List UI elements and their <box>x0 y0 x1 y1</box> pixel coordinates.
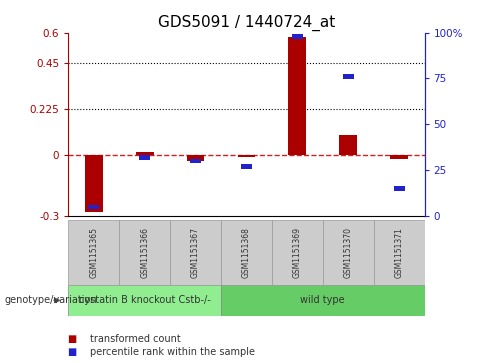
Text: GSM1151369: GSM1151369 <box>293 227 302 278</box>
Bar <box>241 164 252 169</box>
Bar <box>139 155 150 160</box>
Bar <box>119 220 170 285</box>
Bar <box>374 220 425 285</box>
Text: GSM1151366: GSM1151366 <box>140 227 149 278</box>
Text: ■: ■ <box>68 347 81 357</box>
Bar <box>68 285 221 316</box>
Bar <box>68 220 119 285</box>
Text: GSM1151368: GSM1151368 <box>242 227 251 278</box>
Bar <box>323 220 374 285</box>
Text: wild type: wild type <box>301 295 345 305</box>
Bar <box>238 155 255 157</box>
Title: GDS5091 / 1440724_at: GDS5091 / 1440724_at <box>158 15 335 31</box>
Bar <box>343 74 354 79</box>
Bar <box>221 285 425 316</box>
Bar <box>186 155 204 161</box>
Bar <box>390 155 408 159</box>
Text: percentile rank within the sample: percentile rank within the sample <box>90 347 255 357</box>
Text: GSM1151365: GSM1151365 <box>89 227 98 278</box>
Bar <box>292 34 303 38</box>
Text: cystatin B knockout Cstb-/-: cystatin B knockout Cstb-/- <box>79 295 210 305</box>
Text: GSM1151371: GSM1151371 <box>395 227 404 278</box>
Bar <box>85 155 102 212</box>
Bar <box>393 186 405 191</box>
Bar <box>339 135 357 155</box>
Text: genotype/variation: genotype/variation <box>5 295 98 305</box>
Text: transformed count: transformed count <box>90 334 181 344</box>
Bar <box>170 220 221 285</box>
Bar <box>288 37 306 155</box>
Text: ■: ■ <box>68 334 81 344</box>
Bar <box>190 159 201 163</box>
Bar <box>221 220 272 285</box>
Text: GSM1151367: GSM1151367 <box>191 227 200 278</box>
Text: GSM1151370: GSM1151370 <box>344 227 353 278</box>
Bar <box>272 220 323 285</box>
Bar <box>136 152 154 155</box>
Bar <box>88 205 100 209</box>
